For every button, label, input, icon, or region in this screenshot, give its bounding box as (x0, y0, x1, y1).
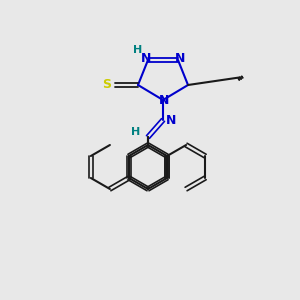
Text: N: N (141, 52, 151, 65)
Text: N: N (166, 113, 176, 127)
Text: H: H (134, 45, 142, 55)
Text: S: S (103, 79, 112, 92)
Text: H: H (131, 127, 141, 137)
Text: N: N (159, 94, 169, 107)
Text: N: N (175, 52, 185, 65)
